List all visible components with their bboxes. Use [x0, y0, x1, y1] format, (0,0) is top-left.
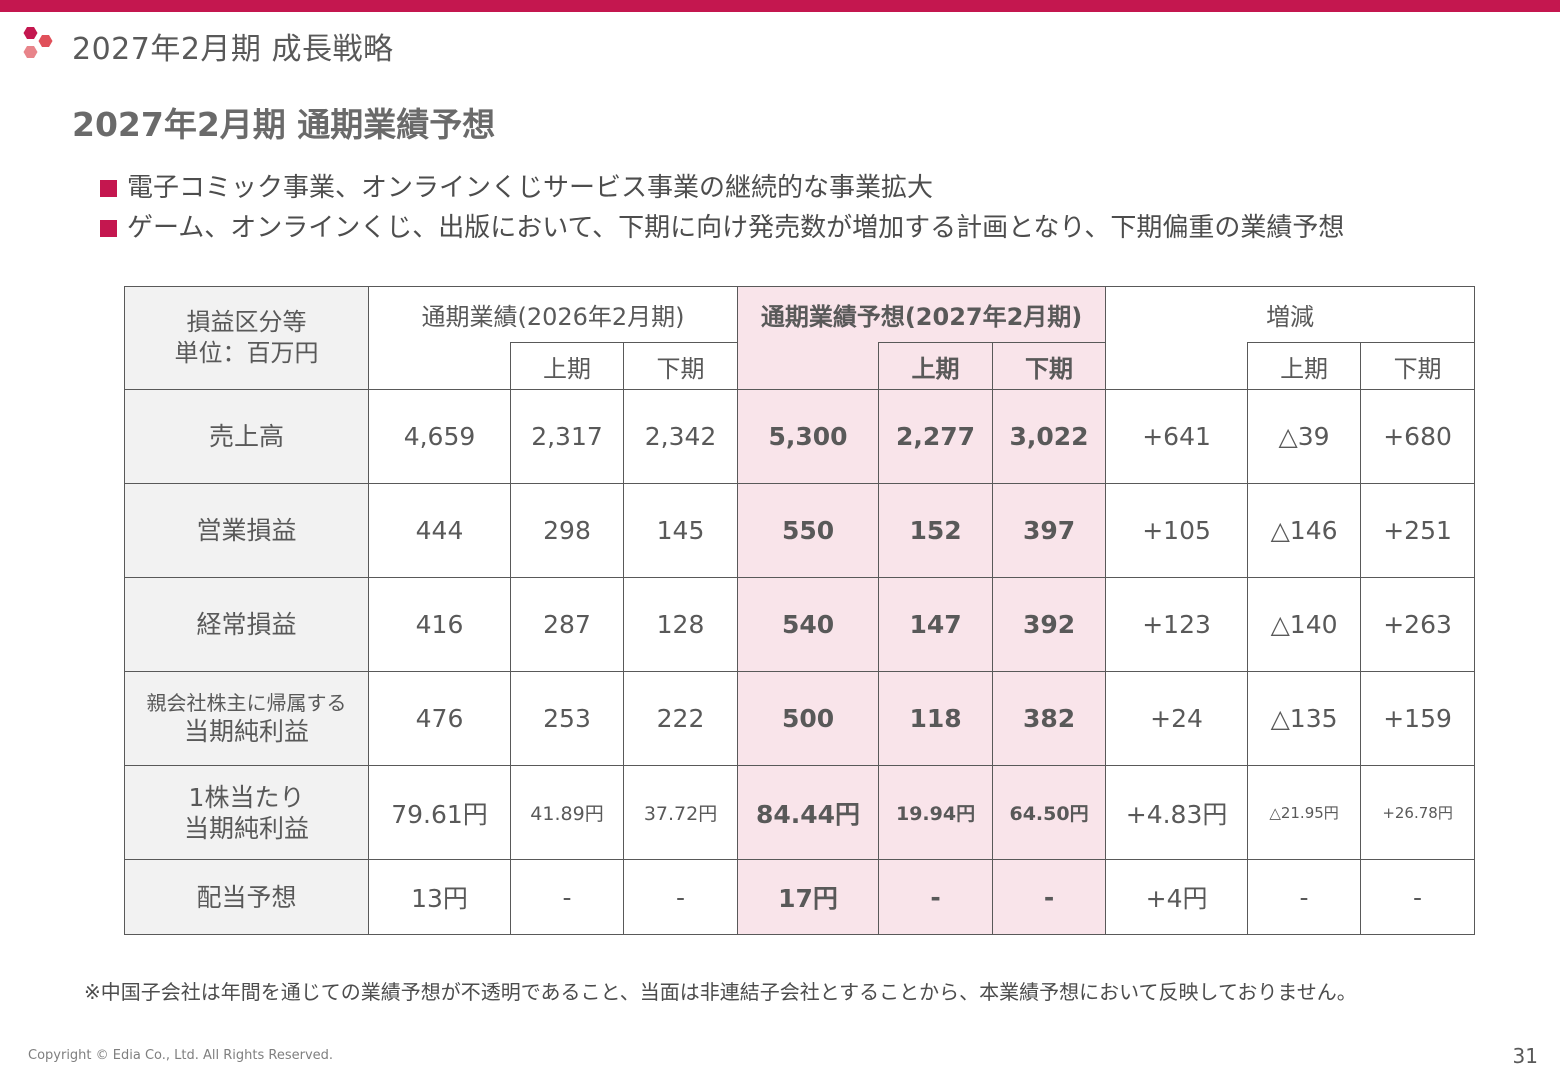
row-label: 配当予想: [124, 859, 369, 935]
table-cell: -: [992, 859, 1107, 935]
header-blank-cell: [1105, 342, 1249, 390]
table-cell: 253: [510, 671, 624, 766]
subheader-second-half: 下期: [992, 342, 1107, 390]
row-label: 売上高: [124, 389, 369, 484]
bullet-item: 電子コミック事業、オンラインくじサービス事業の継続的な事業拡大: [100, 168, 1344, 208]
table-cell: +24: [1105, 671, 1249, 766]
forecast-table-body: 損益区分等 単位：百万円 通期業績(2026年2月期) 通期業績予想(2027年…: [124, 286, 1476, 935]
table-cell: 416: [368, 577, 511, 672]
row-label: 経常損益: [124, 577, 369, 672]
header-forecast-fy2027: 通期業績予想(2027年2月期): [737, 286, 1107, 343]
table-cell: +680: [1360, 389, 1476, 484]
table-cell: +4.83円: [1105, 765, 1249, 860]
table-cell: △135: [1247, 671, 1362, 766]
table-cell: 37.72円: [622, 765, 739, 860]
table-cell: 287: [510, 577, 624, 672]
table-cell: 2,317: [510, 389, 624, 484]
header-blank-cell: [737, 342, 880, 390]
table-cell: △146: [1247, 483, 1362, 578]
section-title: 2027年2月期 成長戦略: [72, 32, 394, 67]
table-cell: 3,022: [992, 389, 1107, 484]
table-row-dividend: 配当予想 13円 - - 17円 - - +4円 - -: [124, 859, 1476, 935]
table-cell: 444: [368, 483, 511, 578]
table-cell: 550: [737, 483, 880, 578]
table-cell: 2,277: [878, 389, 994, 484]
bullet-square-icon: [100, 219, 117, 237]
table-cell: 64.50円: [992, 765, 1107, 860]
table-cell: +159: [1360, 671, 1476, 766]
table-cell: +4円: [1105, 859, 1249, 935]
copyright: Copyright © Edia Co., Ltd. All Rights Re…: [28, 1048, 334, 1063]
table-cell: △140: [1247, 577, 1362, 672]
table-cell: 152: [878, 483, 994, 578]
table-cell: -: [878, 859, 994, 935]
footnote: ※中国子会社は年間を通じての業績予想が不透明であること、当面は非連結子会社とする…: [84, 980, 1357, 1004]
page-title: 2027年2月期 通期業績予想: [72, 105, 496, 144]
table-cell: 147: [878, 577, 994, 672]
table-cell: 382: [992, 671, 1107, 766]
table-cell: 476: [368, 671, 511, 766]
table-cell: 392: [992, 577, 1107, 672]
table-cell: -: [510, 859, 624, 935]
header-blank-cell: [368, 342, 511, 390]
table-cell: -: [622, 859, 739, 935]
table-cell: +641: [1105, 389, 1249, 484]
table-cell: 4,659: [368, 389, 511, 484]
table-cell: 5,300: [737, 389, 880, 484]
table-cell: △39: [1247, 389, 1362, 484]
table-cell: 222: [622, 671, 739, 766]
table-cell: 397: [992, 483, 1107, 578]
subheader-first-half: 上期: [1247, 342, 1362, 390]
row-label: 1株当たり 当期純利益: [124, 765, 369, 860]
table-cell: 13円: [368, 859, 511, 935]
table-cell: +26.78円: [1360, 765, 1476, 860]
table-cell: 145: [622, 483, 739, 578]
table-label-header: 損益区分等 単位：百万円: [124, 286, 369, 390]
table-cell: -: [1360, 859, 1476, 935]
table-cell: 17円: [737, 859, 880, 935]
bullet-square-icon: [100, 179, 117, 197]
subheader-second-half: 下期: [1360, 342, 1476, 390]
row-label: 営業損益: [124, 483, 369, 578]
bullet-list: 電子コミック事業、オンラインくじサービス事業の継続的な事業拡大 ゲーム、オンライ…: [100, 168, 1344, 248]
table-cell: 500: [737, 671, 880, 766]
table-cell: +123: [1105, 577, 1249, 672]
table-cell: +263: [1360, 577, 1476, 672]
table-cell: 41.89円: [510, 765, 624, 860]
table-row-operating-profit: 営業損益 444 298 145 550 152 397 +105 △146 +…: [124, 483, 1476, 578]
hexagon-logo-icon: [23, 27, 53, 58]
row-label: 親会社株主に帰属する 当期純利益: [124, 671, 369, 766]
header-change: 増減: [1105, 286, 1476, 343]
table-row-ordinary-profit: 経常損益 416 287 128 540 147 392 +123 △140 +…: [124, 577, 1476, 672]
table-cell: 298: [510, 483, 624, 578]
page-number: 31: [1512, 1044, 1538, 1068]
subheader-first-half: 上期: [510, 342, 624, 390]
table-row-eps: 1株当たり 当期純利益 79.61円 41.89円 37.72円 84.44円 …: [124, 765, 1476, 860]
table-row-sales: 売上高 4,659 2,317 2,342 5,300 2,277 3,022 …: [124, 389, 1476, 484]
table-cell: 128: [622, 577, 739, 672]
header-actual-fy2026: 通期業績(2026年2月期): [367, 286, 739, 343]
subheader-second-half: 下期: [622, 342, 739, 390]
table-cell: 79.61円: [368, 765, 511, 860]
table-cell: 540: [737, 577, 880, 672]
table-cell: △21.95円: [1247, 765, 1362, 860]
bullet-item: ゲーム、オンラインくじ、出版において、下期に向け発売数が増加する計画となり、下期…: [100, 208, 1344, 248]
table-cell: 2,342: [622, 389, 739, 484]
table-cell: +251: [1360, 483, 1476, 578]
table-cell: +105: [1105, 483, 1249, 578]
table-cell: 84.44円: [737, 765, 880, 860]
top-accent-bar: [0, 0, 1560, 12]
table-cell: 19.94円: [878, 765, 994, 860]
subheader-first-half: 上期: [878, 342, 994, 390]
table-cell: -: [1247, 859, 1362, 935]
table-row-net-income: 親会社株主に帰属する 当期純利益 476 253 222 500 118 382…: [124, 671, 1476, 766]
table-cell: 118: [878, 671, 994, 766]
